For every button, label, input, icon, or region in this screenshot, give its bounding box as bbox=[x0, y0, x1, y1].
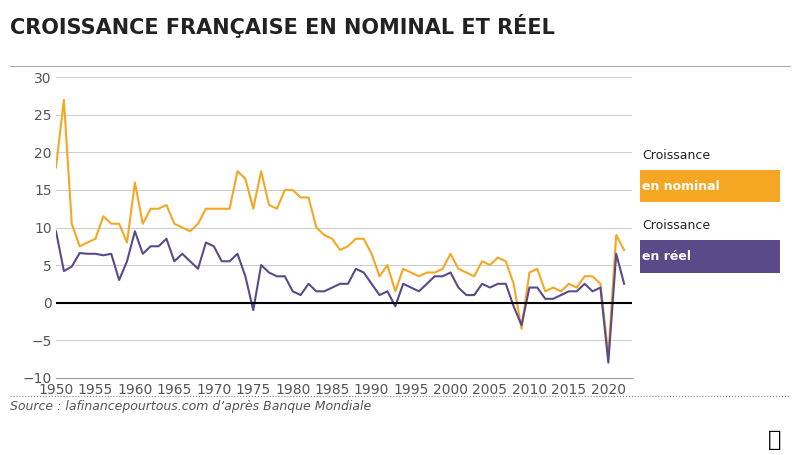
Text: 🌳: 🌳 bbox=[768, 430, 781, 450]
Text: en nominal: en nominal bbox=[642, 180, 720, 192]
Text: Source : lafinancepourtous.com d’après Banque Mondiale: Source : lafinancepourtous.com d’après B… bbox=[10, 400, 371, 414]
Text: en réel: en réel bbox=[642, 250, 691, 263]
Text: CROISSANCE FRANÇAISE EN NOMINAL ET RÉEL: CROISSANCE FRANÇAISE EN NOMINAL ET RÉEL bbox=[10, 14, 554, 38]
Text: Croissance: Croissance bbox=[642, 219, 710, 232]
Text: Croissance: Croissance bbox=[642, 148, 710, 162]
